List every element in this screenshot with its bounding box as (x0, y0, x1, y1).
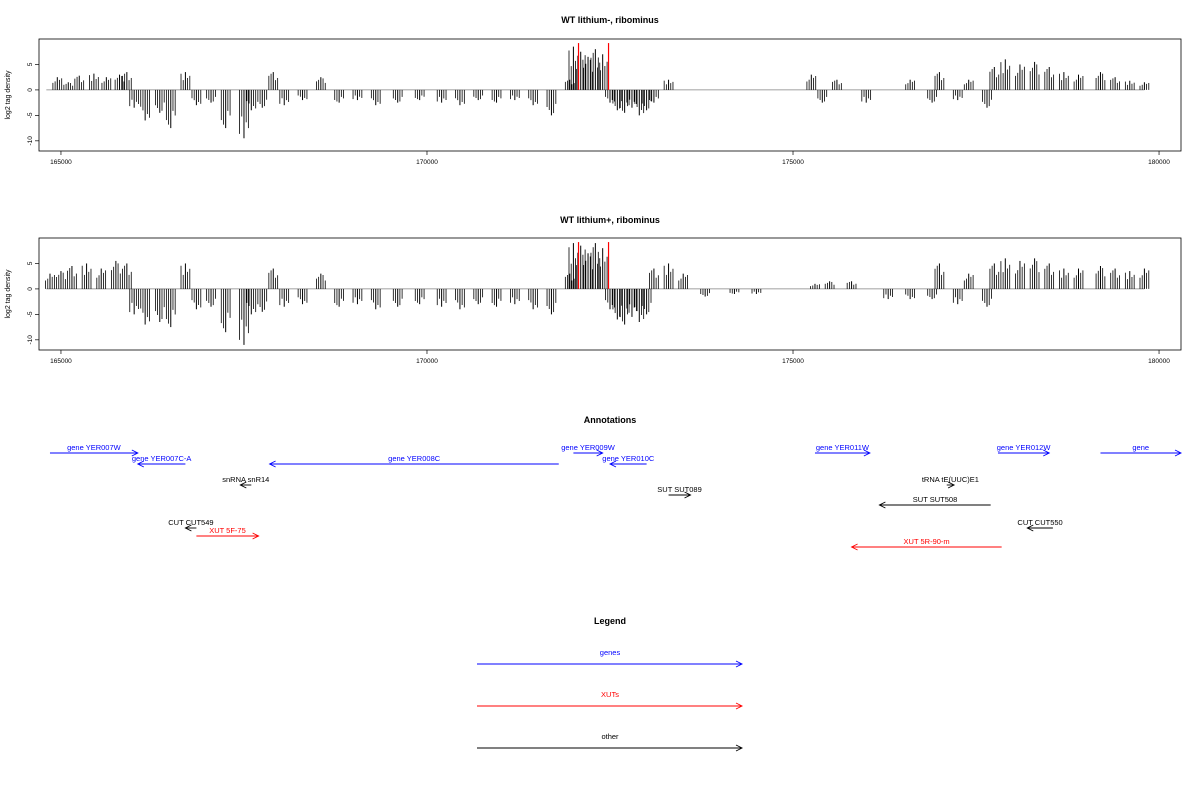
legend-label: other (601, 732, 619, 741)
x-tick-label: 180000 (1148, 159, 1170, 166)
feature-arrowhead (252, 532, 260, 540)
feature-label: gene YER009W (561, 443, 616, 452)
feature-label: gene YER007W (67, 443, 122, 452)
track-panel-lithium-plus: WT lithium+, ribominus log2 tag density … (5, 215, 1182, 365)
feature-arrowhead (131, 449, 139, 457)
annotation-features: gene YER007W gene YER007C-A gene YER008C ge… (49, 443, 1183, 551)
y-axis-label: log2 tag density (5, 70, 12, 120)
panel-title: WT lithium+, ribominus (560, 215, 660, 225)
legend-arrowhead (735, 744, 744, 752)
x-tick-label: 180000 (1148, 358, 1170, 365)
data-bars (45, 242, 1150, 345)
feature-label: SUT SUT089 (657, 485, 701, 494)
feature-arrowhead (239, 481, 247, 489)
y-tick-label: -5 (27, 112, 34, 118)
x-tick-label: 165000 (50, 358, 72, 365)
plot-frame (38, 38, 1182, 152)
feature-arrowhead (608, 460, 617, 468)
y-axis-label: log2 tag density (5, 269, 12, 319)
y-tick-label: 5 (27, 62, 34, 66)
feature-label: gene YER012W (997, 443, 1052, 452)
track-panel-lithium-minus: WT lithium-, ribominus log2 tag density … (5, 15, 1182, 166)
x-tick-label: 170000 (416, 358, 438, 365)
x-tick-label: 165000 (50, 159, 72, 166)
x-tick-label: 170000 (416, 159, 438, 166)
feature-label: CUT CUT549 (168, 518, 213, 527)
feature-label: gene YER007C-A (132, 454, 191, 463)
panel-title: WT lithium-, ribominus (561, 15, 659, 25)
x-tick-label: 175000 (782, 159, 804, 166)
feature-label: CUT CUT550 (1017, 518, 1062, 527)
legend-title: Legend (594, 616, 626, 626)
feature-label: gene YER010C (602, 454, 655, 463)
y-axis: -10 -5 0 5 (27, 62, 39, 146)
feature-arrowhead (1026, 524, 1034, 532)
y-tick-label: 0 (27, 287, 34, 291)
legend: Legend genes XUTs other (477, 616, 744, 752)
y-axis: -10 -5 0 5 (27, 261, 39, 345)
feature-arrowhead (596, 449, 604, 457)
annotations-title: Annotations (584, 415, 637, 425)
legend-arrowhead (735, 660, 744, 668)
feature-label: XUT 5F-75 (209, 526, 246, 535)
feature-arrowhead (184, 524, 192, 532)
feature-arrowhead (1043, 449, 1051, 457)
feature-arrowhead (850, 543, 858, 551)
y-tick-label: 0 (27, 88, 34, 92)
y-tick-label: 5 (27, 261, 34, 265)
feature-label: gene YER008C (388, 454, 441, 463)
feature-arrowhead (268, 460, 276, 468)
feature-arrowhead (136, 460, 145, 468)
feature-label: gene (1132, 443, 1149, 452)
x-axis: 165000 170000 175000 180000 (50, 350, 1170, 365)
y-tick-label: -10 (27, 335, 34, 345)
feature-label: XUT 5R-90-m (904, 537, 950, 546)
feature-arrowhead (684, 491, 692, 499)
data-bars (46, 43, 1150, 139)
feature-label: snRNA snR14 (222, 475, 269, 484)
legend-label: XUTs (601, 690, 619, 699)
y-tick-label: -10 (27, 136, 34, 146)
feature-arrowhead (1174, 449, 1183, 457)
legend-items: genes XUTs other (477, 648, 744, 752)
y-tick-label: -5 (27, 311, 34, 317)
feature-label: SUT SUT508 (913, 495, 957, 504)
feature-arrowhead (947, 481, 956, 489)
feature-arrowhead (878, 501, 886, 509)
legend-arrowhead (735, 702, 744, 710)
legend-label: genes (600, 648, 621, 657)
x-tick-label: 175000 (782, 358, 804, 365)
plot-frame (38, 237, 1182, 351)
feature-label: gene YER011W (816, 443, 870, 452)
feature-arrowhead (863, 449, 871, 457)
x-axis: 165000 170000 175000 180000 (50, 151, 1170, 166)
feature-label: tRNA tE(UUC)E1 (922, 475, 979, 484)
